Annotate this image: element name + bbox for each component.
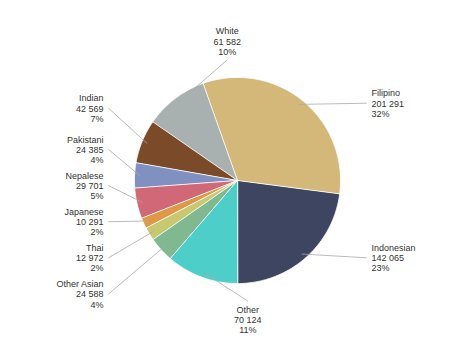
- svg-text:Other70 12411%: Other70 12411%: [234, 305, 262, 336]
- svg-text:Pakistani24 3854%: Pakistani24 3854%: [67, 135, 104, 166]
- svg-text:Thai12 9722%: Thai12 9722%: [76, 243, 104, 274]
- svg-text:White61 58210%: White61 58210%: [213, 26, 241, 57]
- svg-text:Japanese10 2912%: Japanese10 2912%: [64, 207, 103, 238]
- svg-text:Indian42 5697%: Indian42 5697%: [76, 93, 104, 124]
- svg-text:Nepalese29 7015%: Nepalese29 7015%: [66, 171, 104, 202]
- svg-text:Filipino201 29132%: Filipino201 29132%: [371, 88, 404, 119]
- svg-text:Indonesian142 06523%: Indonesian142 06523%: [371, 243, 415, 274]
- svg-text:Other Asian24 5884%: Other Asian24 5884%: [57, 279, 104, 310]
